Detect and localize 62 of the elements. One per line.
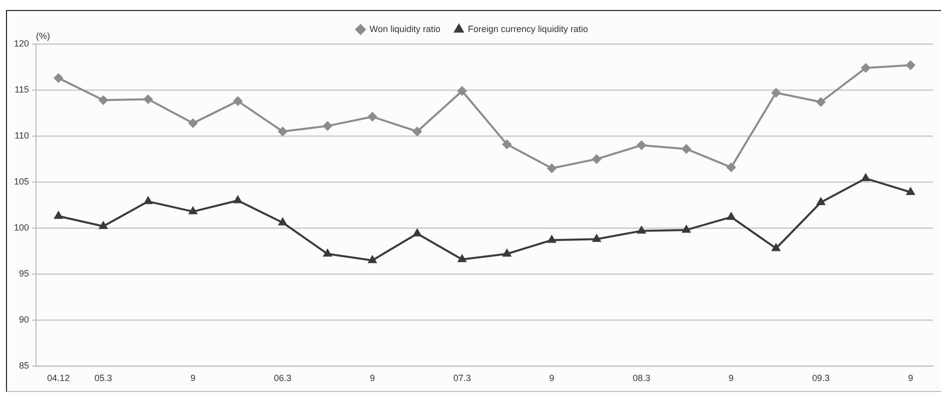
point [368, 256, 376, 264]
point [726, 162, 736, 172]
point [323, 121, 332, 130]
y-axis-title: (%) [36, 30, 50, 41]
point [862, 174, 870, 182]
point [772, 244, 780, 252]
y-tick-label: 90 [19, 314, 30, 325]
point [144, 196, 152, 204]
point [547, 164, 556, 173]
x-tick-label: 9 [908, 373, 914, 384]
x-tick-label: 09.3 [812, 373, 830, 384]
point [234, 196, 242, 204]
point [144, 94, 153, 104]
point [861, 63, 870, 72]
x-tick-label: 9 [190, 373, 196, 384]
y-tick-label: 115 [14, 84, 30, 95]
point [502, 249, 511, 257]
legend-label: Foreign currency liquidity ratio [468, 24, 588, 34]
y-tick-label: 110 [14, 130, 30, 141]
point [458, 254, 466, 262]
point [682, 225, 690, 233]
y-tick-label: 95 [19, 268, 30, 279]
point [502, 140, 512, 149]
point [368, 112, 377, 122]
point [548, 236, 556, 243]
point [54, 212, 62, 219]
y-tick-label: 100 [14, 222, 30, 233]
point [727, 212, 736, 220]
y-tick-label: 85 [19, 360, 30, 371]
point [637, 226, 646, 234]
x-tick-label: 04.12 [47, 373, 70, 384]
y-tick-label: 120 [14, 38, 30, 48]
x-tick-label: 9 [549, 373, 554, 384]
x-tick-label: 9 [728, 373, 734, 384]
point [99, 222, 108, 230]
point [458, 86, 467, 96]
x-tick-label: 07.3 [453, 373, 471, 384]
point [413, 229, 422, 236]
point [188, 207, 198, 214]
point [592, 154, 602, 164]
point [54, 74, 63, 83]
point [906, 188, 915, 195]
point [98, 96, 108, 105]
legend-label: Won liquidity ratio [370, 24, 440, 34]
x-tick-label: 9 [370, 373, 375, 384]
point [324, 249, 332, 257]
point [636, 140, 646, 150]
x-tick-label: 05.3 [94, 373, 112, 384]
point [816, 97, 826, 106]
point [906, 60, 916, 70]
point [412, 126, 422, 136]
point [278, 218, 287, 226]
x-tick-label: 06.3 [274, 373, 292, 384]
y-tick-label: 105 [14, 176, 30, 187]
point [682, 144, 691, 154]
point [592, 234, 601, 242]
x-tick-label: 08.3 [632, 373, 650, 384]
point [772, 88, 781, 98]
point [233, 96, 242, 106]
point [278, 126, 288, 136]
point [188, 118, 198, 128]
point [816, 198, 825, 206]
